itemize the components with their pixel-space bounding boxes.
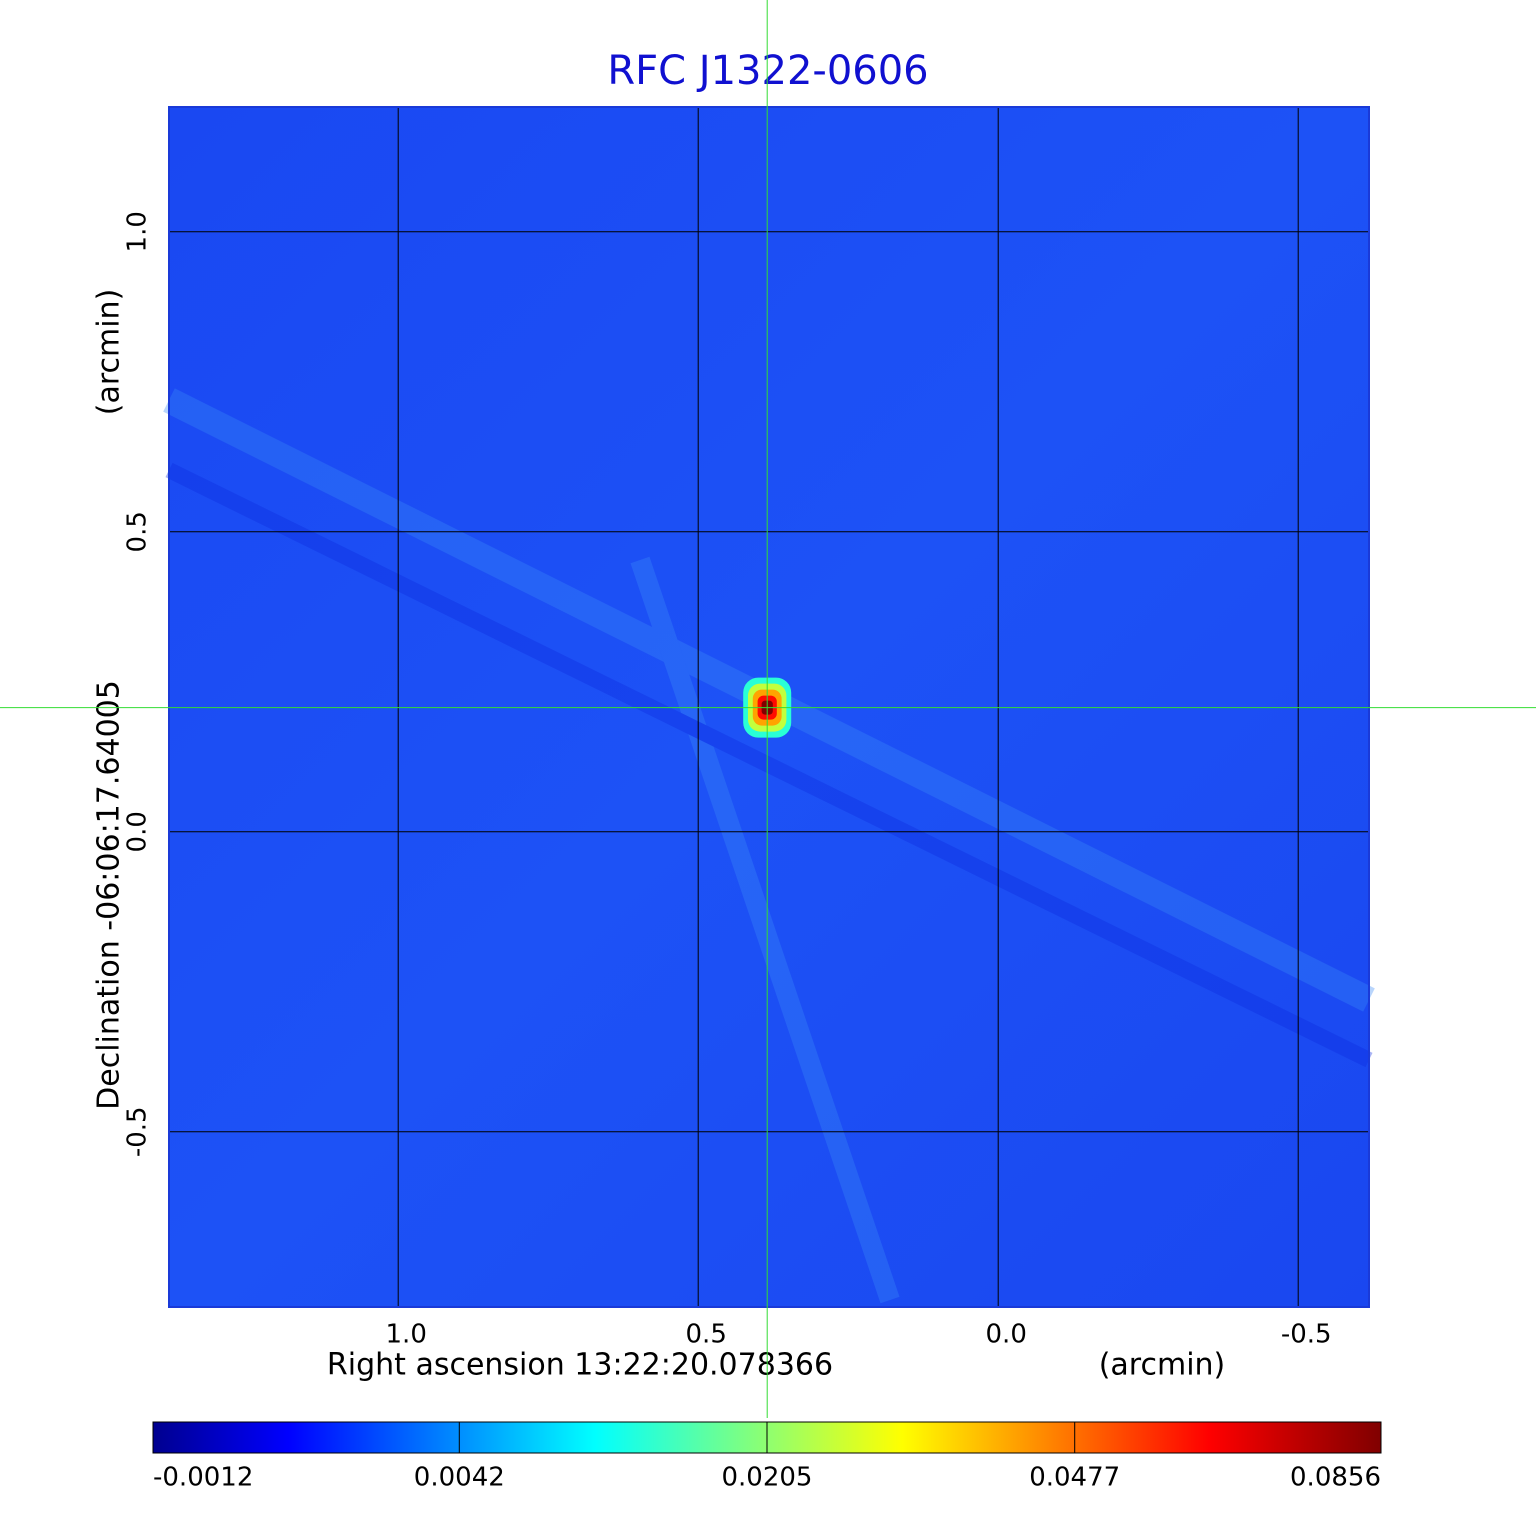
- y-tick-label: 1.0: [123, 211, 153, 252]
- y-tick-label: 0.0: [123, 811, 153, 852]
- colorbar-tick-label: 0.0042: [414, 1463, 505, 1493]
- plot-frame: [168, 106, 1370, 1308]
- x-axis-unit: (arcmin): [1099, 1348, 1226, 1383]
- y-axis-label: Declination -06:06:17.64005: [92, 680, 127, 1110]
- colorbar-tick-label: 0.0477: [1029, 1463, 1120, 1493]
- colorbar-tick-label: -0.0012: [153, 1463, 253, 1493]
- x-tick-label: 1.0: [386, 1320, 427, 1350]
- colorbar-tick-label: 0.0205: [722, 1463, 813, 1493]
- y-tick-label: -0.5: [123, 1106, 153, 1157]
- chart-title: RFC J1322-0606: [607, 48, 928, 94]
- x-tick-label: -0.5: [1281, 1320, 1332, 1350]
- colorbar-tick-label: 0.0856: [1290, 1463, 1381, 1493]
- x-tick-label: 0.5: [686, 1320, 727, 1350]
- y-axis-unit: (arcmin): [92, 289, 127, 416]
- x-axis-label: Right ascension 13:22:20.078366: [327, 1348, 833, 1383]
- y-tick-label: 0.5: [123, 511, 153, 552]
- x-tick-label: 0.0: [986, 1320, 1027, 1350]
